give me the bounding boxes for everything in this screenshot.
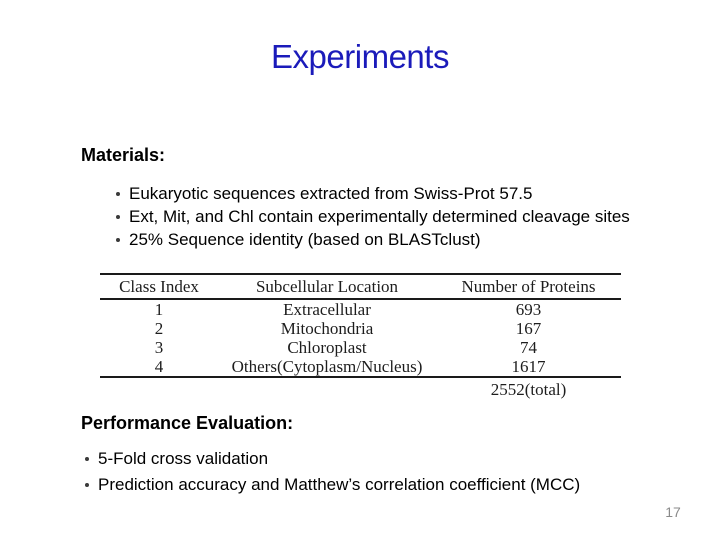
performance-bullet-list: 5-Fold cross validation Prediction accur… [85,446,580,498]
table-row: 4 Others(Cytoplasm/Nucleus) 1617 [100,357,621,376]
bullet-dot-icon [116,237,120,242]
table-cell: Others(Cytoplasm/Nucleus) [231,357,423,376]
list-item: Ext, Mit, and Chl contain experimentally… [116,205,630,228]
table-header-rule [100,298,621,300]
table-cell: 1 [154,300,164,319]
table-bottom-rule [100,376,621,378]
table-cell: Mitochondria [280,319,374,338]
table-header-subcellular-location: Subcellular Location [255,277,399,296]
table-cell: 1617 [511,357,546,376]
table-cell: 167 [515,319,542,338]
list-item: Prediction accuracy and Matthew’s correl… [85,472,580,498]
performance-heading: Performance Evaluation: [81,413,294,433]
table-cell: 3 [154,338,164,357]
bullet-text: Eukaryotic sequences extracted from Swis… [129,183,533,203]
bullet-dot-icon [116,214,120,219]
table-row: 1 Extracellular 693 [100,300,621,319]
bullet-dot-icon [116,191,120,196]
bullet-text: 25% Sequence identity (based on BLASTclu… [129,229,481,249]
table-header-class-index: Class Index [119,277,199,296]
slide-title: Experiments [271,38,449,75]
list-item: 25% Sequence identity (based on BLASTclu… [116,228,630,251]
table-cell: Extracellular [283,300,371,319]
table-row: 2 Mitochondria 167 [100,319,621,338]
table-cell: Chloroplast [287,338,367,357]
bullet-dot-icon [85,457,89,461]
dataset-table: Class Index Subcellular Location Number … [100,273,621,400]
table-cell: 693 [515,300,542,319]
table-cell: 4 [154,357,164,376]
table-row: 3 Chloroplast 74 [100,338,621,357]
materials-heading: Materials: [81,145,166,165]
bullet-text: Prediction accuracy and Matthew’s correl… [98,475,581,494]
table-cell-empty [100,378,218,400]
list-item: 5-Fold cross validation [85,446,580,472]
table-cell: 74 [520,338,537,357]
materials-bullet-list: Eukaryotic sequences extracted from Swis… [116,182,630,251]
bullet-text: Ext, Mit, and Chl contain experimentally… [129,206,630,226]
table-total-value: 2552(total) [490,380,567,399]
page-number: 17 [665,504,681,520]
bullet-text: 5-Fold cross validation [98,449,269,468]
table-top-rule [100,273,621,275]
table-header-row: Class Index Subcellular Location Number … [100,275,621,298]
table-total-row: 2552(total) [100,378,621,400]
table-cell: 2 [154,319,164,338]
list-item: Eukaryotic sequences extracted from Swis… [116,182,630,205]
bullet-dot-icon [85,483,89,487]
table-body: 1 Extracellular 693 2 Mitochondria 167 3… [100,300,621,376]
table-cell-empty [218,378,436,400]
table-header-number-of-proteins: Number of Proteins [461,277,596,296]
